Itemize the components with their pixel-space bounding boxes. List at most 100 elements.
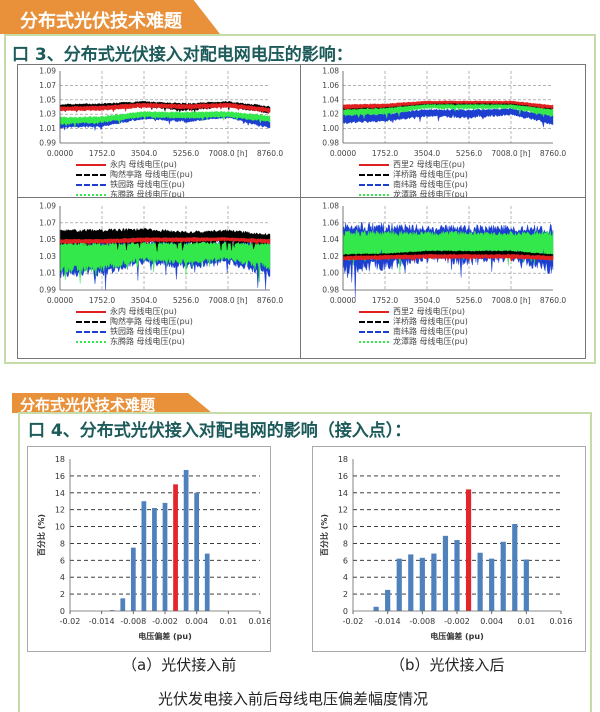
y-tick-label: 1.09 bbox=[39, 67, 56, 76]
y-tick-label: 1.08 bbox=[322, 67, 339, 76]
caption-b: （b）光伏接入后 bbox=[390, 656, 505, 674]
x-tick-label: 3504.0 bbox=[414, 149, 440, 158]
bar bbox=[194, 492, 200, 611]
voltage-chart-after-1: 1.09 1.07 1.05 1.03 1.01 0.99 0.0000 1752.0 3504… bbox=[17, 197, 301, 359]
legend-label: 陶然亭路 母线电压(pu) bbox=[110, 317, 193, 326]
y-tick-label: 1.00 bbox=[322, 269, 339, 278]
section-4-box bbox=[18, 412, 592, 712]
bar bbox=[512, 524, 518, 611]
x-tick-label: 3504.0 bbox=[131, 149, 157, 158]
voltage-chart-before-1: 1.09 1.07 1.05 1.03 1.01 0.99 0.0000 1752.0 3504… bbox=[17, 64, 301, 200]
x-tick-label: 8760.0 bbox=[540, 149, 566, 158]
bar bbox=[109, 610, 115, 611]
time-series-plot: 1.09 1.07 1.05 1.03 1.01 0.990.0000 1752.0 3504… bbox=[39, 202, 283, 306]
section-banner: 分布式光伏技术难题 bbox=[12, 393, 212, 413]
legend-label: 东腾路 母线电压(pu) bbox=[110, 337, 185, 346]
x-tick-label: 5256.0 bbox=[456, 296, 482, 305]
bar bbox=[162, 502, 168, 611]
highlight-bar bbox=[173, 484, 178, 611]
legend-item: 龙潭路 母线电压(pu) bbox=[359, 337, 468, 347]
y-tick-label: 16 bbox=[338, 472, 348, 481]
y-tick-label: 14 bbox=[338, 489, 348, 498]
legend-label: 南纬路 母线电压(pu) bbox=[393, 327, 468, 336]
bar bbox=[183, 469, 189, 611]
bar bbox=[396, 558, 402, 611]
x-tick-label: 5256.0 bbox=[173, 296, 199, 305]
y-tick-label: 12 bbox=[338, 506, 348, 515]
legend-item: 洋桥路 母线电压(pu) bbox=[359, 170, 468, 180]
legend-item: 东腾路 母线电压(pu) bbox=[76, 337, 193, 347]
legend-swatch bbox=[76, 174, 106, 176]
legend-item: 龙潭路 母线电压(pu) bbox=[359, 190, 468, 200]
voltage-chart-before-2: 1.08 1.06 1.04 1.02 1.00 0.98 0.0000 1752.0 3504… bbox=[300, 64, 586, 200]
y-tick-label: 6 bbox=[60, 556, 65, 565]
x-axis-label: 电压偏差 (pu) bbox=[138, 631, 192, 641]
legend-label: 西里2 母线电压(pu) bbox=[393, 307, 466, 316]
legend-swatch bbox=[359, 331, 389, 333]
legend-item: 铁园路 母线电压(pu) bbox=[76, 180, 193, 190]
x-tick-label: 0.0000 bbox=[47, 296, 73, 305]
legend-swatch bbox=[76, 331, 106, 333]
legend-label: 东腾路 母线电压(pu) bbox=[110, 190, 185, 199]
time-series-plot: 1.09 1.07 1.05 1.03 1.01 0.990.0000 1752.0 3504… bbox=[39, 67, 283, 159]
x-tick-label: -0.002 bbox=[444, 617, 470, 626]
y-tick-label: 1.07 bbox=[39, 218, 56, 227]
x-tick-label: 0.016 bbox=[550, 617, 573, 626]
legend-item: 西里2 母线电压(pu) bbox=[359, 307, 468, 317]
legend-swatch bbox=[76, 164, 106, 166]
y-tick-label: 1.08 bbox=[322, 202, 339, 211]
y-tick-label: 0.98 bbox=[322, 286, 339, 295]
series-band bbox=[342, 100, 554, 111]
legend: 永内 母线电压(pu) 陶然亭路 母线电压(pu) 铁园路 母线电压(pu) 东腾路 … bbox=[76, 160, 193, 200]
legend-swatch bbox=[359, 174, 389, 176]
legend-label: 永内 母线电压(pu) bbox=[110, 160, 177, 169]
legend-label: 洋桥路 母线电压(pu) bbox=[393, 170, 468, 179]
y-tick-label: 0 bbox=[343, 607, 348, 616]
x-tick-label: 5256.0 bbox=[456, 149, 482, 158]
x-tick-label: -0.02 bbox=[343, 617, 364, 626]
y-tick-label: 1.05 bbox=[39, 235, 56, 244]
y-tick-label: 1.02 bbox=[322, 110, 339, 119]
x-tick-label: 7008.0 [h] bbox=[208, 149, 247, 158]
bar bbox=[120, 598, 126, 611]
x-tick-label: -0.014 bbox=[375, 617, 401, 626]
legend-swatch bbox=[76, 194, 106, 196]
y-tick-label: 1.03 bbox=[39, 252, 56, 261]
legend-label: 南纬路 母线电压(pu) bbox=[393, 180, 468, 189]
x-tick-label: -0.008 bbox=[409, 617, 435, 626]
legend-item: 东腾路 母线电压(pu) bbox=[76, 190, 193, 200]
bar bbox=[373, 606, 379, 611]
y-tick-label: 1.00 bbox=[322, 124, 339, 133]
series-band bbox=[59, 110, 271, 128]
y-tick-label: 14 bbox=[55, 489, 65, 498]
legend-item: 南纬路 母线电压(pu) bbox=[359, 180, 468, 190]
x-tick-label: 3504.0 bbox=[414, 296, 440, 305]
x-tick-label: 0.0000 bbox=[47, 149, 73, 158]
legend-swatch bbox=[76, 321, 106, 323]
legend-swatch bbox=[359, 341, 389, 343]
series-band bbox=[59, 237, 271, 247]
legend-item: 永内 母线电压(pu) bbox=[76, 160, 193, 170]
series-band bbox=[59, 102, 271, 115]
legend-item: 南纬路 母线电压(pu) bbox=[359, 327, 468, 337]
legend-swatch bbox=[76, 311, 106, 313]
x-tick-label: 1752.0 bbox=[372, 149, 398, 158]
legend: 西里2 母线电压(pu) 洋桥路 母线电压(pu) 南纬路 母线电压(pu) 龙潭路 … bbox=[359, 160, 468, 200]
x-tick-label: 8760.0 bbox=[257, 149, 283, 158]
legend-item: 西里2 母线电压(pu) bbox=[359, 160, 468, 170]
y-tick-label: 4 bbox=[343, 573, 348, 582]
legend-label: 洋桥路 母线电压(pu) bbox=[393, 317, 468, 326]
x-tick-label: 5256.0 bbox=[173, 149, 199, 158]
bar bbox=[523, 559, 529, 611]
time-series-plot: 1.08 1.06 1.04 1.02 1.00 0.980.0000 1752.0 3504… bbox=[322, 67, 566, 159]
x-tick-label: 0.004 bbox=[185, 617, 208, 626]
y-axis-label: 百分比 (%) bbox=[36, 514, 46, 556]
y-tick-label: 8 bbox=[343, 539, 348, 548]
y-tick-label: 1.06 bbox=[322, 218, 339, 227]
legend-item: 铁园路 母线电压(pu) bbox=[76, 327, 193, 337]
bar bbox=[454, 540, 460, 611]
y-tick-label: 18 bbox=[55, 455, 65, 464]
x-tick-label: -0.014 bbox=[89, 617, 115, 626]
bar bbox=[204, 553, 210, 611]
legend-label: 铁园路 母线电压(pu) bbox=[110, 327, 185, 336]
